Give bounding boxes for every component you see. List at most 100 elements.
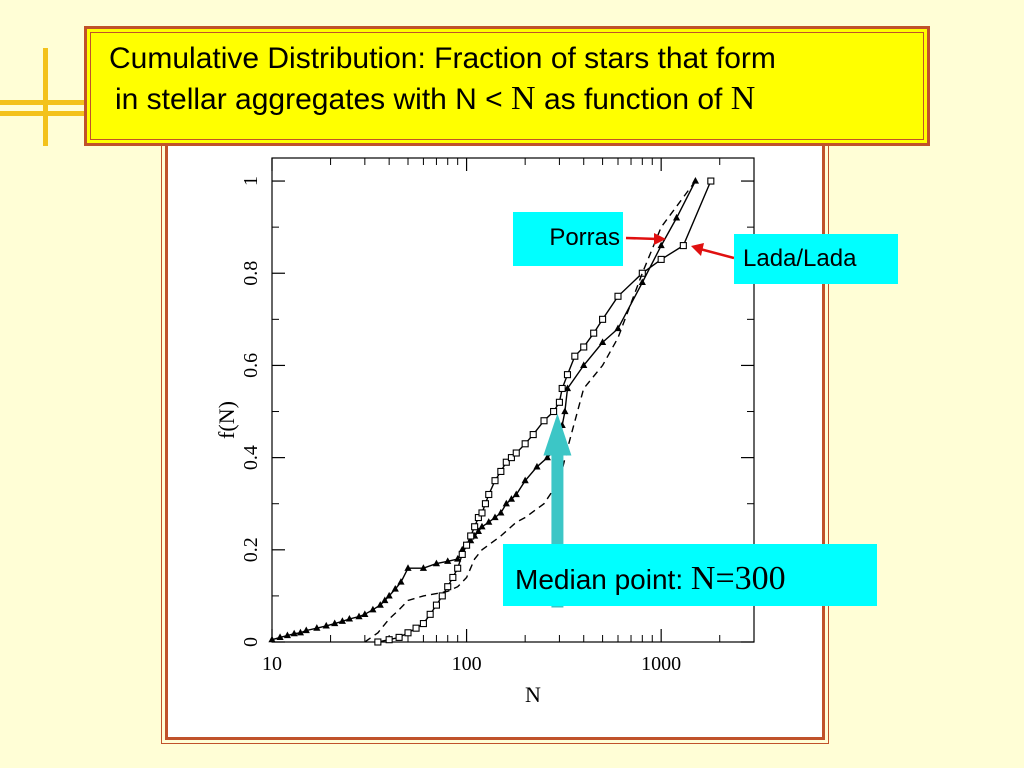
porras-point — [345, 614, 354, 622]
series-layer — [268, 177, 715, 646]
porras-point — [296, 628, 305, 636]
title-line-2-mid: as function of — [535, 83, 731, 116]
y-tick-label: 1 — [240, 176, 262, 186]
lada-lada-point — [657, 255, 665, 263]
porras-point — [614, 324, 622, 332]
lada-lada-point — [426, 610, 434, 618]
lada-lada-point — [374, 638, 382, 646]
porras-point — [376, 601, 384, 608]
porras-point — [391, 584, 399, 592]
lada-lada-point — [444, 583, 452, 591]
lada-lada-point — [507, 454, 515, 462]
porras-point — [302, 626, 310, 634]
lada-lada-point — [395, 633, 403, 641]
lada-lada-point — [432, 601, 440, 609]
series-2-line — [364, 180, 696, 643]
porras-point — [491, 513, 499, 521]
porras-point — [474, 527, 482, 534]
porras-callout: Porras — [513, 212, 623, 266]
title-line-2: in stellar aggregates with N < N as func… — [109, 79, 927, 120]
porras-point — [507, 495, 516, 502]
lada-lada-point — [438, 592, 446, 600]
lada-lada-point — [571, 352, 579, 360]
y-tick-label: 0.6 — [240, 353, 262, 378]
porras-point — [338, 617, 346, 624]
lada-callout: Lada/Lada — [734, 234, 898, 284]
lada-lada-point — [563, 371, 572, 379]
title-line-1: Cumulative Distribution: Fraction of sta… — [109, 42, 776, 75]
porras-point — [454, 555, 462, 562]
porras-point — [369, 605, 377, 613]
porras-point — [444, 557, 452, 564]
porras-point — [381, 596, 389, 604]
lada-lada-point — [478, 509, 486, 517]
porras-point — [432, 559, 441, 567]
porras-point — [322, 621, 330, 629]
lada-lada-point — [590, 329, 598, 337]
porras-point — [672, 213, 681, 221]
porras-point — [276, 633, 284, 640]
x-tick-label: 1000 — [641, 653, 681, 675]
porras-point — [478, 522, 486, 530]
porras-point — [497, 508, 505, 516]
porras-point — [691, 177, 700, 184]
porras-point — [580, 361, 588, 369]
lada-lada-point — [580, 343, 588, 351]
overlay-layer — [543, 233, 735, 608]
lada-lada-point — [491, 477, 499, 485]
porras-point — [543, 453, 551, 461]
lada-lada-point — [449, 573, 457, 582]
lada-lada-point — [485, 490, 493, 499]
porras-point — [313, 624, 321, 631]
median-arrow-head — [543, 413, 572, 456]
porras-point — [657, 241, 665, 249]
porras-point — [361, 610, 369, 617]
lada-lada-point — [419, 620, 427, 628]
porras-point — [561, 407, 569, 415]
median-label: Median point: — [515, 564, 691, 595]
title-n-variable-end: N — [730, 80, 756, 117]
lada-lada-point — [529, 431, 537, 439]
y-axis-label: f(N) — [214, 401, 239, 439]
porras-point — [533, 462, 541, 470]
y-tick-label: 0.8 — [240, 261, 262, 286]
lada-lada-point — [502, 458, 510, 466]
lada-lada-point — [463, 541, 471, 549]
lada-lada-point — [638, 269, 646, 277]
chart-panel — [161, 138, 829, 744]
y-tick-label: 0 — [240, 637, 262, 647]
lada-lada-point — [512, 449, 520, 457]
y-tick-label: 0.2 — [240, 537, 262, 562]
lada-lada-point — [550, 407, 558, 416]
porras-point — [502, 499, 510, 507]
lada-lada-point — [404, 629, 412, 637]
porras-point — [485, 518, 493, 525]
lada-lada-point — [454, 564, 462, 572]
lada-pointer-line — [699, 247, 735, 260]
x-tick-label: 10 — [262, 653, 282, 675]
lada-lada-point — [385, 636, 393, 644]
porras-point — [355, 612, 363, 620]
axes: 10 100 1000 0 0.2 0.4 0.6 0.8 1 Nf(N) — [214, 157, 755, 707]
lada-lada-point — [679, 242, 687, 250]
median-value: N=300 — [690, 560, 786, 597]
porras-point — [638, 278, 646, 286]
lada-lada-point — [474, 513, 482, 522]
lada-lada-point — [467, 532, 475, 540]
x-axis-label: N — [525, 682, 541, 707]
slide-title: Cumulative Distribution: Fraction of sta… — [84, 26, 930, 146]
x-tick-label: 100 — [452, 653, 482, 675]
y-tick-label: 0.4 — [240, 445, 262, 470]
porras-point — [419, 564, 428, 571]
porras-point — [521, 476, 529, 484]
porras-pointer-line — [625, 236, 659, 241]
median-callout: Median point: N=300 — [503, 544, 877, 606]
lada-lada-point — [458, 550, 466, 558]
porras-point — [331, 619, 339, 627]
porras-point — [290, 629, 298, 637]
lada-lada-point — [481, 500, 489, 508]
title-line-2-pre: in stellar aggregates with N < — [115, 83, 512, 116]
lada-lada-point — [540, 417, 548, 425]
lada-pointer-head — [691, 243, 704, 256]
lada-lada-point — [558, 384, 566, 393]
